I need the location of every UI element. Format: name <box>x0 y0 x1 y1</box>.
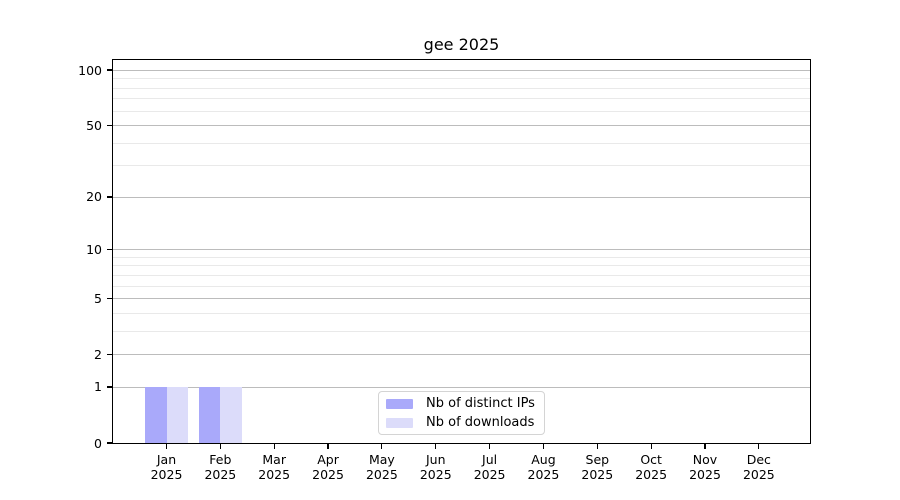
y-tick-label: 50 <box>86 117 102 133</box>
y-tick-mark <box>107 124 112 126</box>
y-tick-label: 100 <box>78 62 102 78</box>
gridline-major <box>113 196 810 198</box>
bar-distinct-ips-feb <box>198 386 221 443</box>
x-tick-label-mar: Mar 2025 <box>258 452 291 482</box>
legend: Nb of distinct IPs Nb of downloads <box>378 391 545 435</box>
bar-downloads-feb <box>220 386 242 443</box>
x-tick-mark <box>704 444 706 449</box>
x-tick-mark <box>219 444 221 449</box>
x-tick-label-may: May 2025 <box>365 452 398 482</box>
x-tick-mark <box>165 444 168 449</box>
y-tick-label: 1 <box>94 379 102 395</box>
y-tick-mark <box>107 386 112 388</box>
gridline-minor <box>113 142 810 144</box>
chart-title: gee 2025 <box>423 35 500 54</box>
x-tick-label-aug: Aug 2025 <box>527 452 560 482</box>
y-tick-mark <box>107 248 112 250</box>
x-tick-mark <box>327 444 329 449</box>
y-tick-mark <box>107 442 112 444</box>
x-tick-label-sep: Sep 2025 <box>581 452 614 482</box>
legend-label-distinct-ips: Nb of distinct IPs <box>426 396 535 411</box>
gridline-minor <box>113 312 810 314</box>
gridline-major <box>113 354 810 356</box>
gridline-major <box>113 125 810 127</box>
plot-area <box>112 59 811 444</box>
gridline-minor <box>113 330 810 332</box>
gridline-major <box>113 249 810 251</box>
gridline-major <box>113 298 810 300</box>
legend-item-downloads: Nb of downloads <box>386 415 544 430</box>
x-tick-mark <box>435 444 437 449</box>
gridline-minor <box>113 256 810 258</box>
gridline-minor <box>113 265 810 267</box>
x-tick-mark <box>596 444 598 449</box>
x-tick-mark <box>650 444 652 449</box>
x-tick-label-oct: Oct 2025 <box>635 452 668 482</box>
x-tick-label-jun: Jun 2025 <box>419 452 452 482</box>
x-tick-label-jan: Jan 2025 <box>150 452 183 482</box>
gridline-minor <box>113 285 810 287</box>
legend-swatch-downloads <box>386 417 413 428</box>
legend-swatch-distinct-ips <box>386 398 413 409</box>
y-tick-mark <box>107 297 112 299</box>
x-tick-label-dec: Dec 2025 <box>742 452 775 482</box>
gridline-major <box>113 386 810 388</box>
y-tick-mark <box>107 196 112 198</box>
x-tick-label-feb: Feb 2025 <box>204 452 237 482</box>
gridline-minor <box>113 165 810 167</box>
gridline-minor <box>113 110 810 112</box>
y-tick-label: 5 <box>94 290 102 306</box>
x-tick-mark <box>381 444 383 449</box>
x-tick-mark <box>542 444 545 449</box>
gridline-minor <box>113 98 810 100</box>
gridline-minor <box>113 274 810 276</box>
x-tick-mark <box>273 444 275 449</box>
x-tick-mark <box>758 444 760 449</box>
y-tick-label: 2 <box>94 346 102 362</box>
y-tick-label: 0 <box>94 435 102 451</box>
plot-canvas <box>113 60 810 443</box>
y-tick-label: 10 <box>86 241 102 257</box>
gridline-major <box>113 70 810 71</box>
y-tick-label: 20 <box>86 189 102 205</box>
legend-label-downloads: Nb of downloads <box>426 415 535 430</box>
gridline-minor <box>113 87 810 89</box>
y-tick-mark <box>107 353 112 355</box>
x-tick-label-jul: Jul 2025 <box>473 452 506 482</box>
bar-downloads-jan <box>166 386 188 443</box>
legend-item-distinct-ips: Nb of distinct IPs <box>386 396 544 411</box>
x-tick-label-nov: Nov 2025 <box>689 452 721 482</box>
x-tick-mark <box>489 444 491 449</box>
x-tick-label-apr: Apr 2025 <box>312 452 344 482</box>
gridline-minor <box>113 78 810 80</box>
bar-distinct-ips-jan <box>145 386 167 443</box>
y-tick-mark <box>107 69 112 71</box>
